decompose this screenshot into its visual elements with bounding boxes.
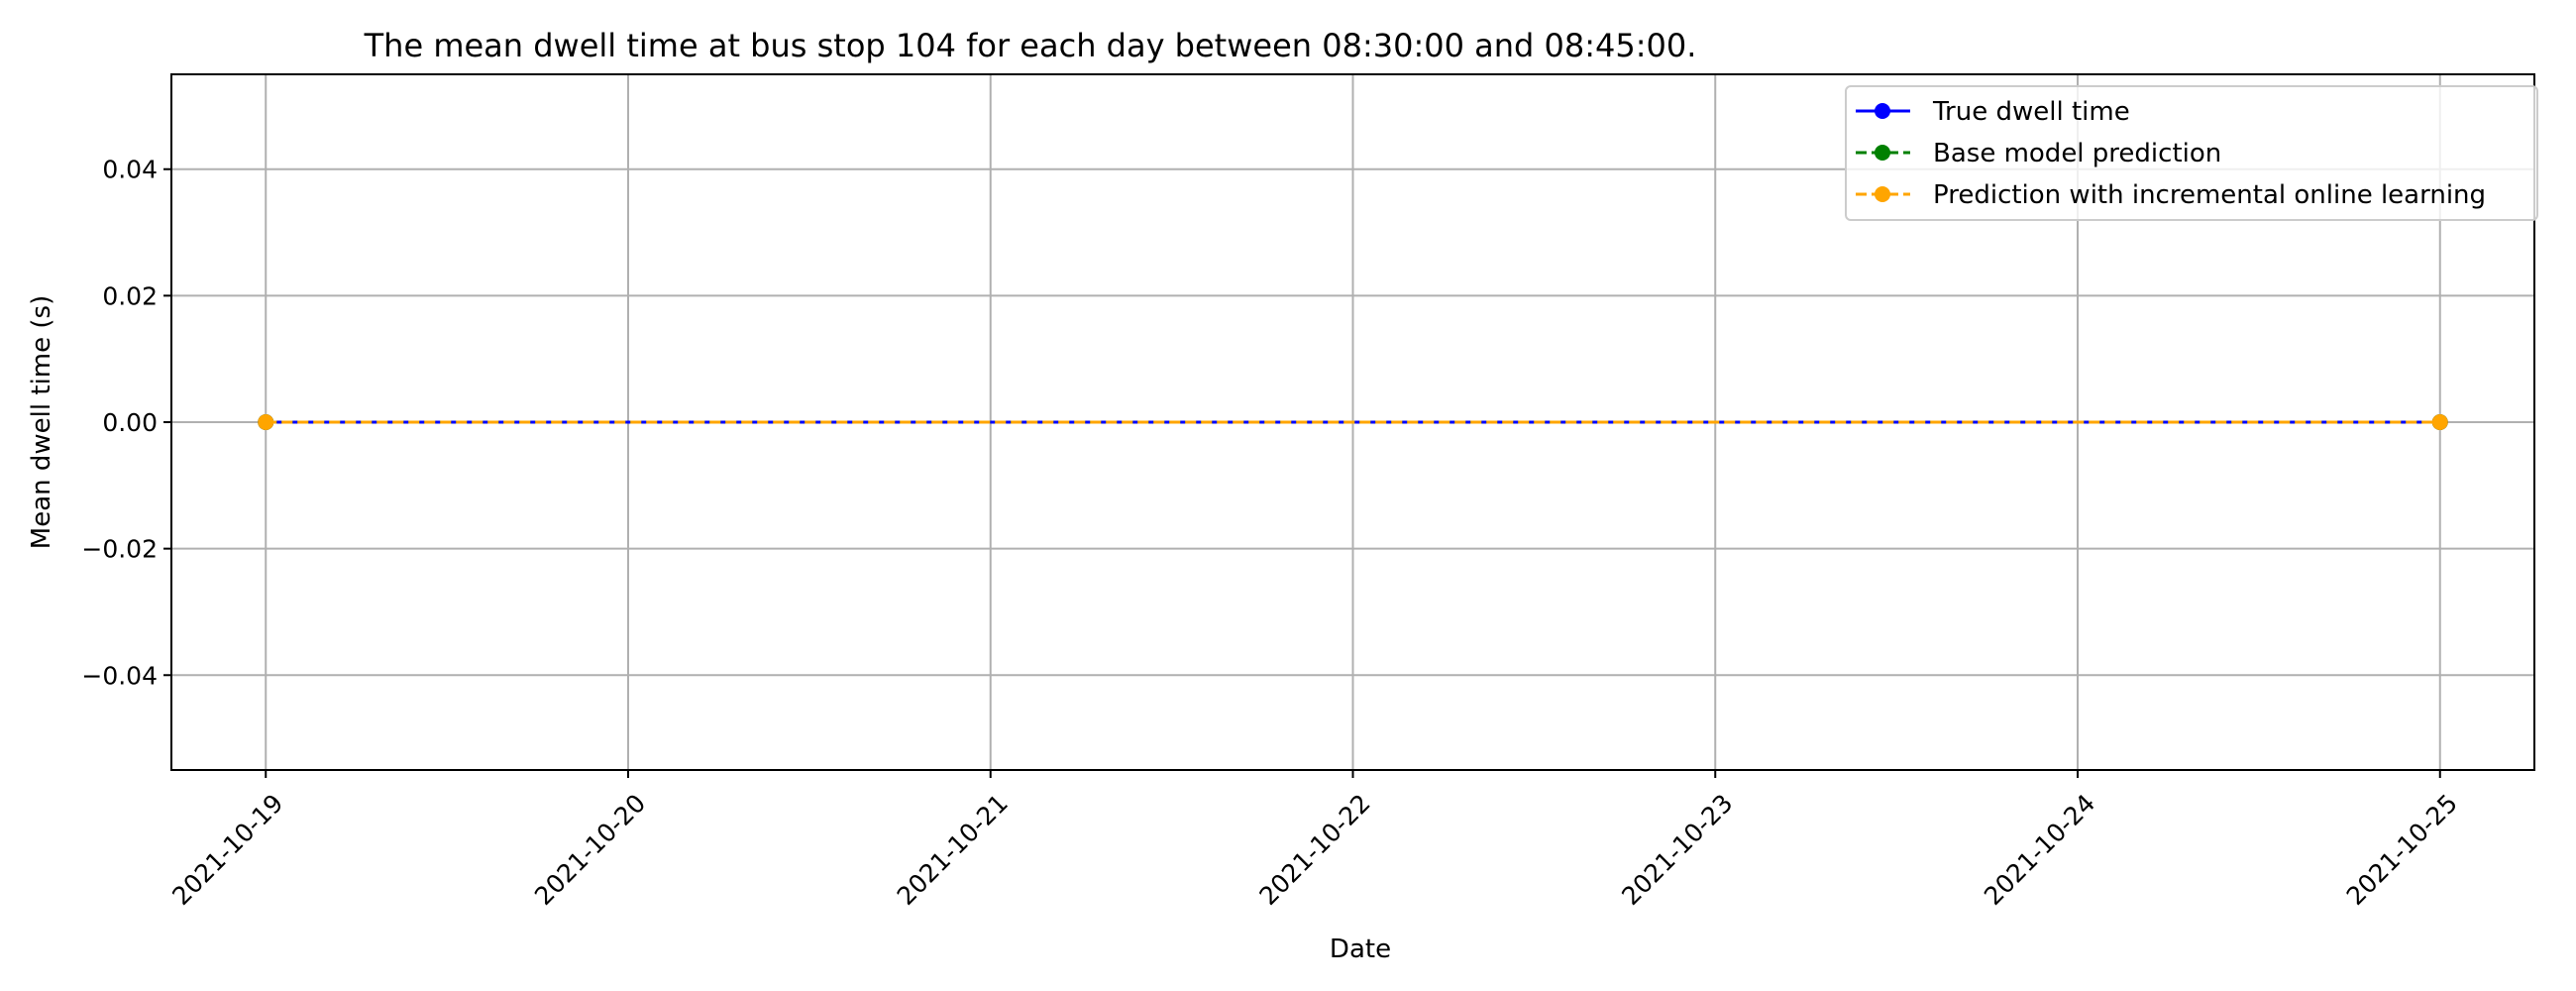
y-axis-label: Mean dwell time (s) [27,295,56,549]
series-group [258,414,2448,430]
x-tick-label: 2021-10-23 [1616,789,1738,911]
y-tick-label: 0.02 [102,281,158,310]
legend: True dwell time Base model prediction Pred… [1845,85,2538,221]
y-tick-label: 0.00 [102,408,158,437]
x-tick-label: 2021-10-19 [166,789,288,911]
legend-label: Prediction with incremental online learn… [1933,180,2486,210]
x-tick-label: 2021-10-21 [892,789,1014,911]
legend-label: True dwell time [1932,97,2130,127]
x-tick-label: 2021-10-24 [1979,789,2100,911]
legend-marker [1875,145,1890,161]
y-axis: −0.04 −0.02 0.00 0.02 0.04 [81,156,171,690]
x-tick-label: 2021-10-25 [2341,789,2463,911]
legend-marker [1875,186,1890,202]
x-axis-label: Date [1330,935,1391,964]
data-point [258,414,274,430]
y-tick-label: 0.04 [102,156,158,184]
x-axis: 2021-10-19 2021-10-20 2021-10-21 2021-10-22… [166,770,2463,911]
chart-title: The mean dwell time at bus stop 104 for … [364,27,1697,64]
data-point [2431,414,2448,430]
x-tick-label: 2021-10-20 [529,789,651,911]
legend-label: Base model prediction [1933,139,2221,168]
y-tick-label: −0.04 [81,661,158,690]
legend-box [1845,85,2538,221]
y-tick-label: −0.02 [81,535,158,564]
x-tick-label: 2021-10-22 [1254,789,1376,911]
legend-marker [1875,103,1890,119]
